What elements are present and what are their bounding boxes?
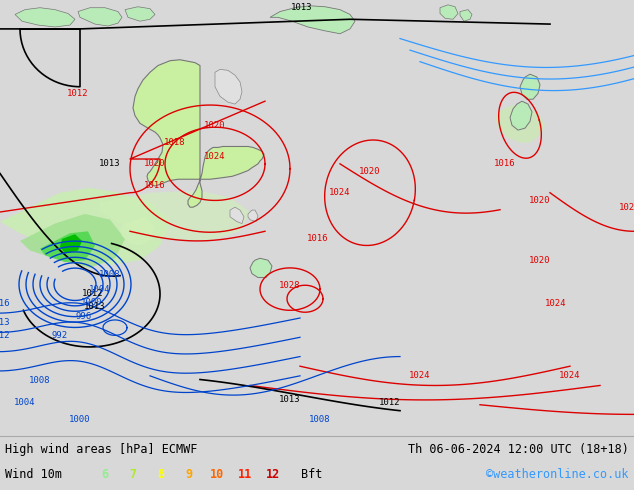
Text: 1016: 1016 — [307, 235, 329, 244]
Text: 1016: 1016 — [495, 159, 515, 169]
Text: 1000: 1000 — [81, 298, 103, 307]
Text: 992: 992 — [52, 331, 68, 340]
Polygon shape — [520, 74, 540, 99]
Polygon shape — [20, 214, 125, 268]
Text: 10: 10 — [210, 468, 224, 481]
Polygon shape — [460, 10, 472, 21]
Polygon shape — [40, 231, 95, 262]
Polygon shape — [248, 210, 258, 221]
Text: 1024: 1024 — [410, 371, 430, 380]
Polygon shape — [15, 8, 75, 27]
Text: 1020: 1020 — [529, 256, 551, 265]
Text: 1013: 1013 — [279, 395, 301, 404]
Text: 11: 11 — [238, 468, 252, 481]
Polygon shape — [230, 207, 244, 223]
Text: 1012: 1012 — [82, 290, 104, 298]
Text: Th 06-06-2024 12:00 UTC (18+18): Th 06-06-2024 12:00 UTC (18+18) — [408, 443, 629, 456]
Polygon shape — [270, 6, 355, 34]
Text: 1020: 1020 — [204, 121, 226, 130]
Polygon shape — [0, 188, 170, 265]
Text: 1016: 1016 — [145, 181, 165, 191]
Text: 12: 12 — [266, 468, 280, 481]
Polygon shape — [78, 8, 122, 26]
Text: 1013: 1013 — [84, 302, 106, 311]
Polygon shape — [133, 60, 264, 207]
Polygon shape — [125, 7, 155, 21]
Text: 1024: 1024 — [204, 151, 226, 161]
Polygon shape — [60, 234, 82, 253]
Text: 1024: 1024 — [329, 188, 351, 197]
Text: 1004: 1004 — [89, 285, 111, 294]
Text: 1012: 1012 — [379, 398, 401, 407]
Polygon shape — [495, 104, 545, 143]
Text: 1020: 1020 — [145, 159, 165, 169]
Text: 1024: 1024 — [545, 299, 567, 308]
Text: ©weatheronline.co.uk: ©weatheronline.co.uk — [486, 468, 629, 481]
Polygon shape — [120, 217, 155, 245]
Polygon shape — [215, 70, 242, 104]
Text: Bft: Bft — [301, 468, 322, 481]
Text: High wind areas [hPa] ECMWF: High wind areas [hPa] ECMWF — [5, 443, 197, 456]
Polygon shape — [440, 5, 458, 19]
Text: 1024: 1024 — [559, 371, 581, 380]
Text: 7: 7 — [129, 468, 136, 481]
Text: 1008: 1008 — [29, 376, 51, 385]
Text: 1013: 1013 — [291, 3, 313, 12]
Polygon shape — [250, 258, 272, 277]
Polygon shape — [510, 101, 532, 130]
Text: 1020: 1020 — [359, 167, 381, 176]
Text: 1018: 1018 — [164, 138, 186, 147]
Text: 1020: 1020 — [619, 203, 634, 212]
Text: 1013: 1013 — [0, 318, 11, 327]
Polygon shape — [100, 191, 250, 241]
Text: 1004: 1004 — [14, 398, 36, 407]
Text: 1008: 1008 — [309, 415, 331, 424]
Text: 1008: 1008 — [100, 270, 120, 279]
Text: 9: 9 — [185, 468, 193, 481]
Text: 6: 6 — [101, 468, 108, 481]
Text: 1020: 1020 — [529, 196, 551, 205]
Text: 1012: 1012 — [0, 331, 11, 340]
Text: Wind 10m: Wind 10m — [5, 468, 62, 481]
Text: 8: 8 — [157, 468, 165, 481]
Text: 1000: 1000 — [69, 415, 91, 424]
Text: 996: 996 — [76, 312, 92, 320]
Text: 1028: 1028 — [279, 281, 301, 290]
Text: 1013: 1013 — [100, 159, 120, 169]
Text: 1016: 1016 — [0, 299, 11, 308]
Text: 1012: 1012 — [67, 89, 89, 98]
